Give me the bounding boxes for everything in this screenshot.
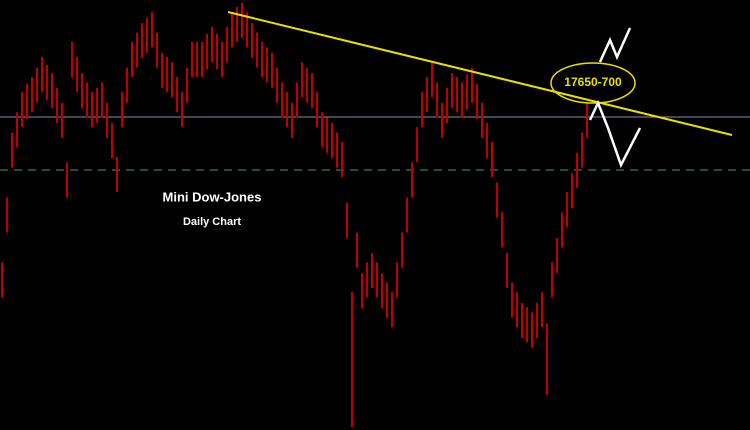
annotation-ellipse (550, 62, 636, 104)
chart-subtitle: Daily Chart (183, 216, 241, 228)
down-arrow (588, 99, 642, 169)
trendline (227, 11, 733, 136)
price-bars (1, 2, 588, 428)
chart-title: Mini Dow-Jones (163, 189, 262, 204)
up-arrow (598, 27, 632, 63)
annotation: 17650-700 (564, 75, 622, 89)
